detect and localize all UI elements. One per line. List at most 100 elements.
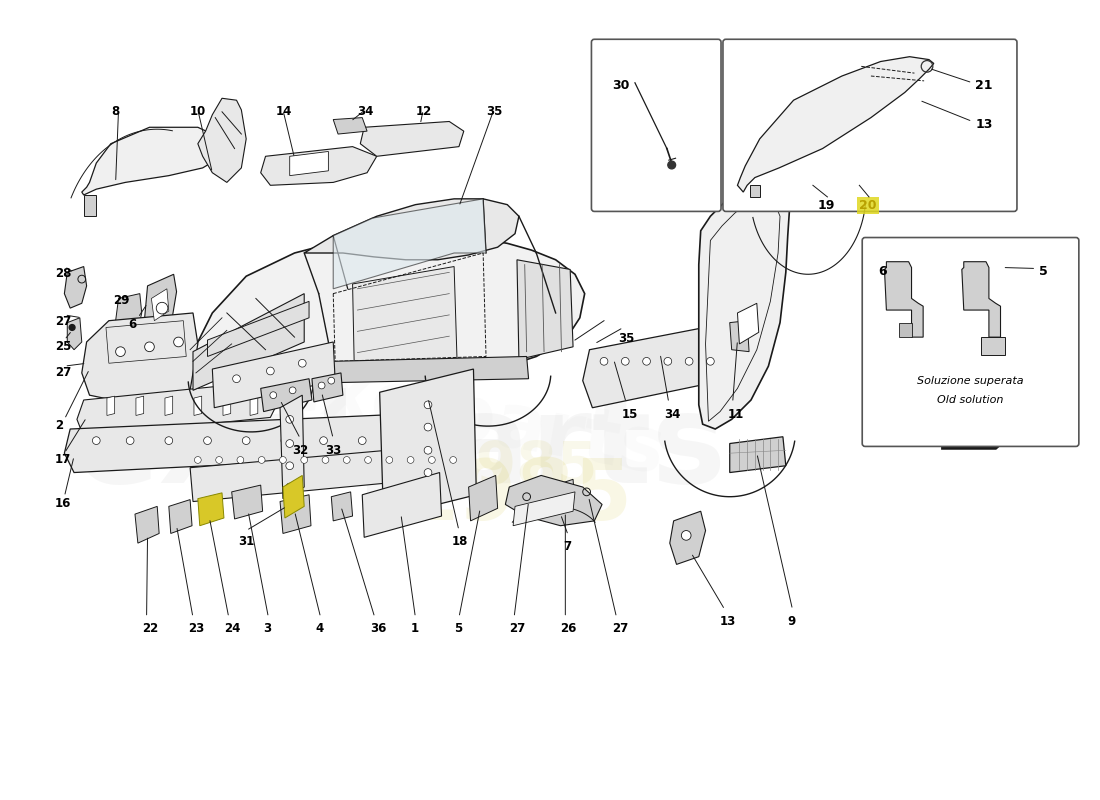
Circle shape	[425, 423, 432, 431]
Polygon shape	[899, 322, 912, 337]
Polygon shape	[469, 475, 497, 521]
Polygon shape	[283, 475, 305, 518]
Text: 27: 27	[55, 315, 72, 328]
Circle shape	[165, 437, 173, 445]
Text: 8: 8	[111, 105, 119, 118]
Circle shape	[318, 382, 324, 389]
Circle shape	[300, 457, 308, 463]
Circle shape	[386, 457, 393, 463]
Polygon shape	[737, 57, 934, 192]
Polygon shape	[280, 395, 305, 498]
Circle shape	[706, 358, 714, 365]
Circle shape	[286, 440, 294, 447]
Polygon shape	[232, 485, 263, 519]
Circle shape	[601, 358, 608, 365]
Circle shape	[431, 437, 439, 445]
Polygon shape	[81, 127, 227, 195]
Circle shape	[195, 457, 201, 463]
Circle shape	[266, 367, 274, 375]
Circle shape	[397, 437, 405, 445]
Polygon shape	[135, 506, 160, 543]
Polygon shape	[737, 303, 759, 344]
Polygon shape	[361, 122, 464, 156]
Polygon shape	[583, 322, 737, 408]
Circle shape	[668, 161, 675, 169]
Polygon shape	[331, 492, 353, 521]
FancyBboxPatch shape	[862, 238, 1079, 446]
Text: 33: 33	[326, 443, 342, 457]
Circle shape	[270, 392, 276, 398]
Text: 22: 22	[142, 622, 158, 635]
Circle shape	[685, 358, 693, 365]
Text: Old solution: Old solution	[937, 395, 1003, 405]
Circle shape	[322, 457, 329, 463]
FancyBboxPatch shape	[723, 39, 1018, 211]
Circle shape	[144, 342, 154, 352]
Circle shape	[126, 437, 134, 445]
Polygon shape	[81, 313, 198, 400]
Polygon shape	[250, 396, 257, 415]
Text: 23: 23	[188, 622, 205, 635]
Text: 13: 13	[720, 614, 736, 628]
Text: 34: 34	[358, 105, 374, 118]
Text: 5: 5	[454, 622, 462, 635]
Circle shape	[286, 483, 294, 491]
Polygon shape	[513, 492, 575, 526]
Polygon shape	[165, 396, 173, 415]
Polygon shape	[750, 186, 760, 197]
Polygon shape	[198, 98, 246, 182]
Circle shape	[359, 437, 366, 445]
Polygon shape	[556, 479, 575, 512]
Polygon shape	[261, 146, 376, 186]
Polygon shape	[670, 511, 705, 565]
Polygon shape	[333, 357, 529, 382]
Circle shape	[286, 415, 294, 423]
Polygon shape	[136, 396, 144, 415]
Text: 3: 3	[264, 622, 272, 635]
Polygon shape	[152, 289, 168, 321]
Text: 27: 27	[509, 622, 526, 635]
Polygon shape	[505, 475, 602, 526]
Circle shape	[664, 358, 672, 365]
Circle shape	[156, 302, 168, 314]
Text: 11: 11	[728, 408, 744, 421]
Polygon shape	[144, 274, 177, 342]
Circle shape	[425, 446, 432, 454]
Text: 31: 31	[239, 535, 255, 548]
Text: 35: 35	[618, 332, 635, 346]
Circle shape	[242, 437, 250, 445]
Polygon shape	[698, 182, 790, 429]
Text: 25: 25	[55, 340, 72, 353]
Circle shape	[298, 359, 306, 367]
Polygon shape	[190, 230, 585, 378]
Circle shape	[343, 457, 350, 463]
Circle shape	[320, 437, 328, 445]
Circle shape	[236, 457, 244, 463]
Polygon shape	[362, 473, 441, 538]
Polygon shape	[208, 302, 309, 357]
Text: exclparts: exclparts	[75, 388, 727, 509]
Polygon shape	[198, 493, 224, 526]
Polygon shape	[261, 378, 312, 412]
Text: Soluzione superata: Soluzione superata	[917, 376, 1024, 386]
Text: 12: 12	[416, 105, 431, 118]
Circle shape	[365, 457, 372, 463]
Polygon shape	[312, 373, 343, 402]
Text: 27: 27	[55, 366, 72, 379]
Polygon shape	[65, 266, 87, 308]
Circle shape	[429, 457, 436, 463]
Text: 26: 26	[561, 622, 576, 635]
Text: 9: 9	[788, 614, 796, 628]
Circle shape	[328, 378, 334, 384]
Text: 6: 6	[879, 265, 888, 278]
Text: 17: 17	[55, 453, 72, 466]
Polygon shape	[353, 266, 456, 378]
Circle shape	[69, 325, 75, 330]
Text: 21: 21	[976, 79, 993, 92]
Polygon shape	[379, 369, 476, 518]
Polygon shape	[943, 371, 1078, 448]
Text: 15: 15	[621, 408, 638, 421]
Text: 24: 24	[224, 622, 240, 635]
Polygon shape	[116, 294, 142, 337]
Circle shape	[425, 469, 432, 476]
